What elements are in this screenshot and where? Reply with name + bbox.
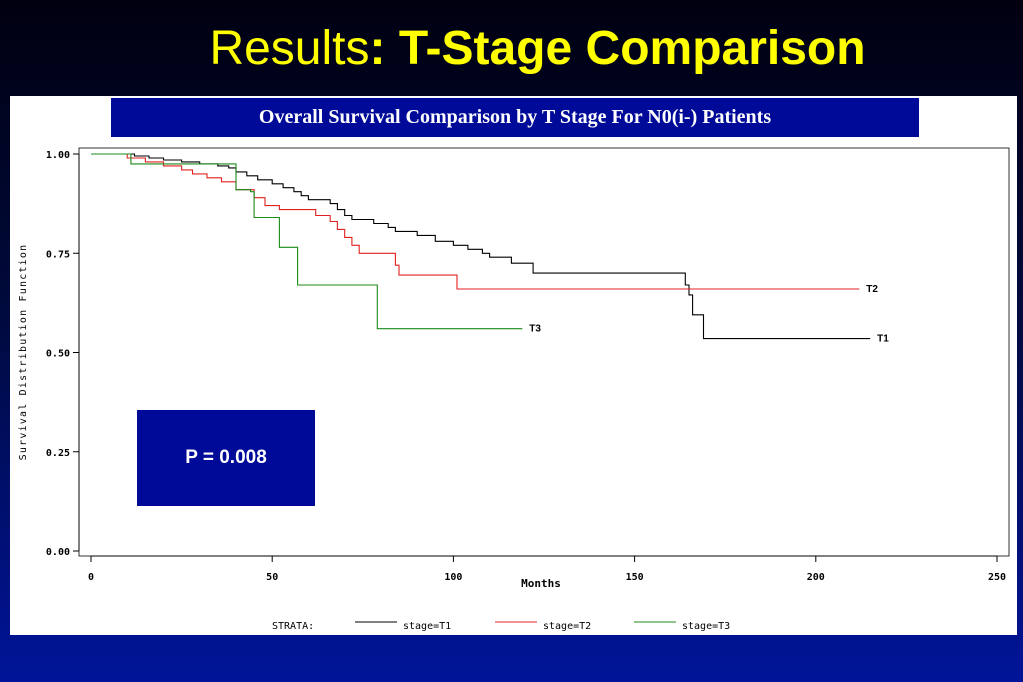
pvalue-text: P = 0.008 (185, 447, 267, 468)
y-tick-label: 0.25 (46, 448, 70, 459)
x-tick-label: 100 (444, 572, 462, 583)
chart-panel (10, 96, 1017, 635)
series-layer: T1 T2 T3 (91, 153, 889, 345)
series-end-label: T2 (866, 284, 878, 295)
y-axis-ticks: 0.00 0.25 0.50 0.75 1.00 (46, 150, 79, 558)
x-tick-label: 150 (626, 572, 644, 583)
series-end-label: T3 (529, 324, 541, 335)
x-tick-label: 250 (988, 572, 1006, 583)
slide-title-bold: : T-Stage Comparison (369, 22, 866, 75)
legend-entry-label: stage=T2 (543, 621, 591, 632)
slide-title: Results: T-Stage Comparison (0, 18, 1023, 80)
chart-title-banner: Overall Survival Comparison by T Stage F… (111, 98, 919, 137)
y-tick-label: 0.00 (46, 547, 70, 558)
y-axis-label: Survival Distribution Function (18, 244, 29, 461)
x-tick-label: 50 (266, 572, 278, 583)
slide-title-regular: Results (209, 22, 370, 75)
y-tick-label: 0.50 (46, 349, 70, 360)
series-line-stage-t3 (91, 153, 523, 330)
x-axis-label: Months (521, 577, 561, 590)
series-line-stage-t2 (91, 153, 860, 290)
y-tick-label: 1.00 (46, 150, 70, 161)
series-line-stage-t1 (91, 153, 871, 340)
y-tick-label: 0.75 (46, 249, 70, 260)
series-end-label: T1 (877, 334, 889, 345)
x-tick-label: 0 (88, 572, 94, 583)
legend-entry-label: stage=T3 (682, 621, 730, 632)
legend-entry-label: stage=T1 (403, 621, 451, 632)
legend: STRATA: stage=T1 stage=T2 stage=T3 (272, 621, 730, 632)
legend-title: STRATA: (272, 621, 314, 632)
x-axis-ticks: 0 50 100 150 200 250 (88, 556, 1006, 583)
pvalue-box: P = 0.008 (137, 410, 315, 506)
x-tick-label: 200 (807, 572, 825, 583)
